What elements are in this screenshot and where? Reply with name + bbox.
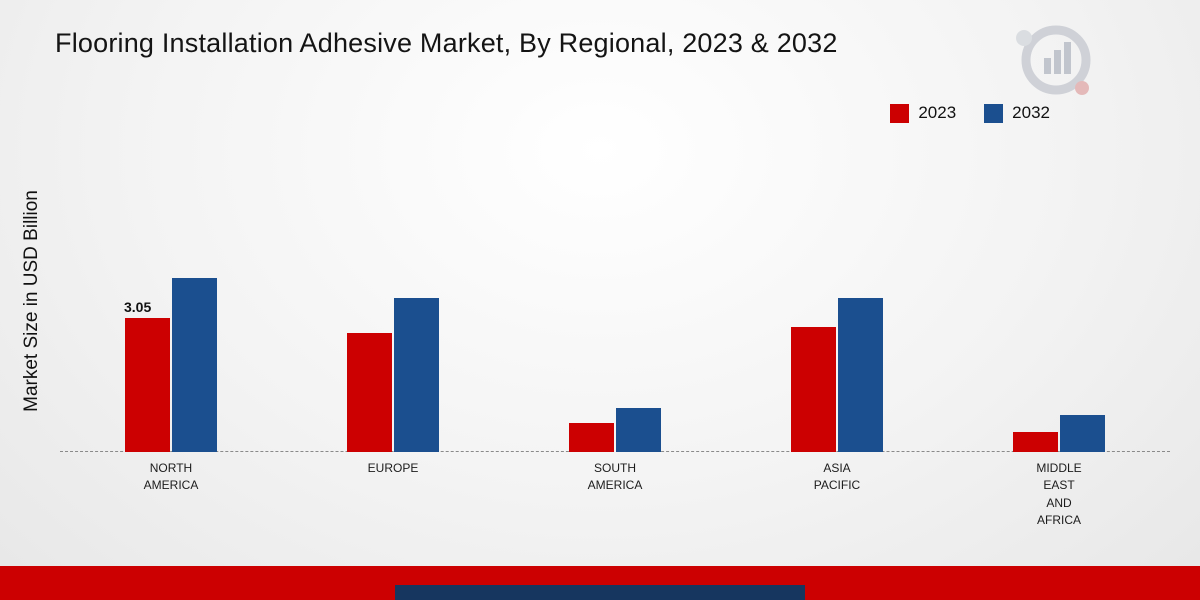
legend-swatch-2023 <box>890 103 910 123</box>
bar-group-asia-pacific: ASIA PACIFIC <box>791 298 883 492</box>
y-axis-label: Market Size in USD Billion <box>21 190 42 412</box>
bar-group-north-america: 3.05 NORTH AMERICA <box>124 278 217 492</box>
legend-item-2032: 2032 <box>984 103 1050 123</box>
bar-2023-europe <box>347 333 392 452</box>
chart-title: Flooring Installation Adhesive Market, B… <box>55 28 838 58</box>
bar-pair <box>569 408 661 452</box>
watermark-logo <box>1004 22 1092 111</box>
bar-2032-europe <box>394 298 439 452</box>
category-label-north-america: NORTH AMERICA <box>143 461 199 493</box>
bar-group-south-america: SOUTH AMERICA <box>569 408 661 492</box>
bar-2032-middle-east-and-africa <box>1060 415 1105 452</box>
category-label-middle-east-and-africa: MIDDLE EAST AND AFRICA <box>1036 461 1082 528</box>
bar-group-europe: EUROPE <box>347 298 439 475</box>
plot-area: 3.05 NORTH AMERICA EUROPE SOUTH AMERICA ASIA… <box>60 140 1170 527</box>
category-label-south-america: SOUTH AMERICA <box>587 461 643 493</box>
legend-swatch-2032 <box>984 103 1004 123</box>
bar-2032-north-america <box>172 278 217 452</box>
x-axis-baseline <box>60 451 1170 452</box>
bar-pair <box>791 298 883 452</box>
footer-navy-bar <box>395 585 805 600</box>
watermark-logo-graphic <box>1016 25 1091 95</box>
legend-item-2023: 2023 <box>890 103 956 123</box>
bar-pair: 3.05 <box>124 278 217 452</box>
category-label-europe: EUROPE <box>367 461 419 475</box>
bar-pair <box>347 298 439 452</box>
bar-2023-middle-east-and-africa <box>1013 432 1058 452</box>
bar-2032-asia-pacific <box>838 298 883 452</box>
legend-label-2023: 2023 <box>918 103 957 122</box>
bar-2023-north-america: 3.05 <box>124 299 170 452</box>
bar-groups: 3.05 NORTH AMERICA EUROPE SOUTH AMERICA ASIA… <box>60 140 1170 527</box>
bar-2023-asia-pacific <box>791 327 836 452</box>
legend-label-2032: 2032 <box>1012 103 1050 122</box>
category-label-asia-pacific: ASIA PACIFIC <box>813 461 861 493</box>
legend: 2023 2032 <box>890 103 1050 123</box>
bar-group-middle-east-and-africa: MIDDLE EAST AND AFRICA <box>1013 415 1105 527</box>
bar-pair <box>1013 415 1105 452</box>
bar-2023-south-america <box>569 423 614 452</box>
data-label: 3.05 <box>124 299 152 315</box>
bar-2032-south-america <box>616 408 661 452</box>
